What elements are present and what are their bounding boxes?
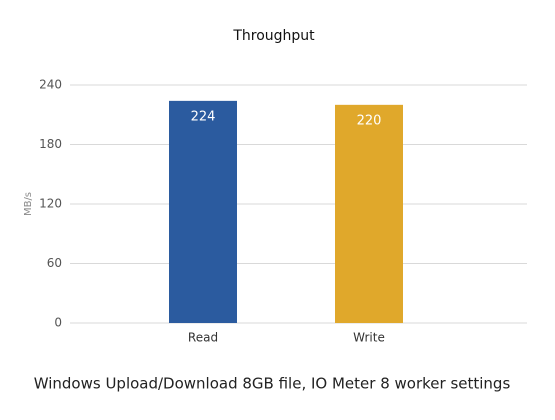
chart-title: Throughput <box>232 28 315 44</box>
x-tick-label: Read <box>188 331 218 345</box>
y-tick-label: 60 <box>47 256 62 270</box>
y-tick-label: 120 <box>39 197 62 211</box>
y-tick-label: 0 <box>54 316 62 330</box>
bar <box>335 104 403 323</box>
caption: Windows Upload/Download 8GB file, IO Met… <box>34 375 511 393</box>
data-label: 224 <box>191 109 216 124</box>
data-label: 220 <box>357 113 382 128</box>
y-tick-label: 180 <box>39 137 62 151</box>
x-tick-label: Write <box>353 331 385 345</box>
y-tick-label: 240 <box>39 78 62 92</box>
bar <box>169 100 237 323</box>
y-axis-label: MB/s <box>23 192 34 216</box>
